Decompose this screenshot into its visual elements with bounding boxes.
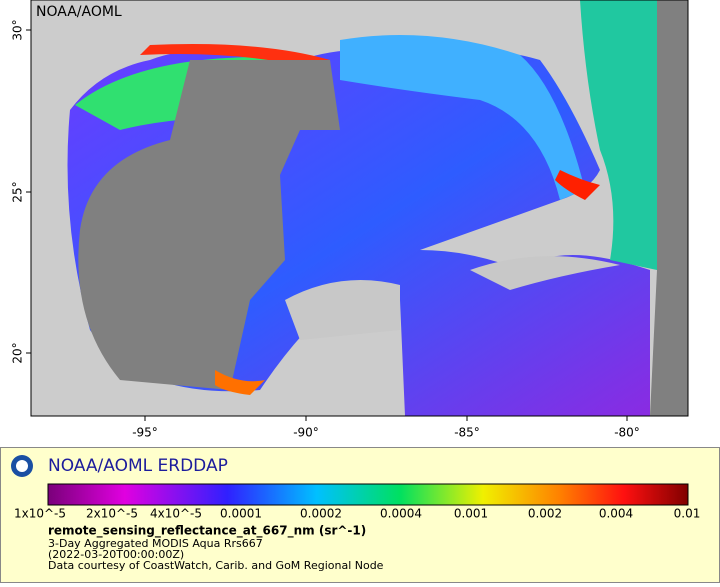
legend-line: 3-Day Aggregated MODIS Aqua Rrs667 <box>48 537 263 550</box>
no-data-east <box>650 0 688 416</box>
cuba <box>470 256 620 290</box>
colorbar-labels: 1x10^-5 2x10^-5 4x10^-5 0.0001 0.0002 0.0004 0… <box>14 507 700 521</box>
colorbar-label: 0.0004 <box>380 507 422 521</box>
legend-line: (2022-03-20T00:00:00Z) <box>48 548 184 561</box>
colorbar-label: 1x10^-5 <box>14 507 66 521</box>
x-tick-label: -85° <box>454 426 480 440</box>
colorbar-label: 0.0001 <box>220 507 262 521</box>
colorbar <box>47 483 689 506</box>
coastal-high <box>140 44 330 70</box>
map: NOAA/AOML <box>31 0 688 416</box>
colorbar-label: 0.002 <box>528 507 562 521</box>
y-tick-label: 20° <box>11 342 25 363</box>
colorbar-label: 2x10^-5 <box>86 507 138 521</box>
x-tick-label: -95° <box>132 426 158 440</box>
x-tick-label: -80° <box>614 426 640 440</box>
campeche-high <box>215 370 265 395</box>
watermark: NOAA/AOML <box>36 4 122 20</box>
legend-title: NOAA/AOML ERDDAP <box>48 456 228 476</box>
y-tick-label: 30° <box>11 19 25 40</box>
noaa-logo-inner <box>16 460 28 472</box>
variable-name: remote_sensing_reflectance_at_667_nm (sr… <box>48 524 366 539</box>
y-tick-label: 25° <box>11 181 25 202</box>
legend-panel <box>0 447 720 583</box>
colorbar-label: 4x10^-5 <box>150 507 202 521</box>
no-data <box>78 60 340 390</box>
x-tick-label: -90° <box>293 426 319 440</box>
colorbar-label: 0.01 <box>674 507 701 521</box>
colorbar-label: 0.004 <box>599 507 633 521</box>
colorbar-label: 0.001 <box>454 507 488 521</box>
yucatan <box>285 280 400 340</box>
axes: -95° -90° -85° -80° 30° 25° 20° <box>11 19 640 439</box>
florida-shelf <box>340 35 585 200</box>
legend-line: Data courtesy of CoastWatch, Carib. and … <box>48 559 384 572</box>
atlantic-data <box>580 0 657 270</box>
colorbar-label: 0.0002 <box>300 507 342 521</box>
keys-high <box>555 170 600 200</box>
map-frame <box>30 0 689 417</box>
